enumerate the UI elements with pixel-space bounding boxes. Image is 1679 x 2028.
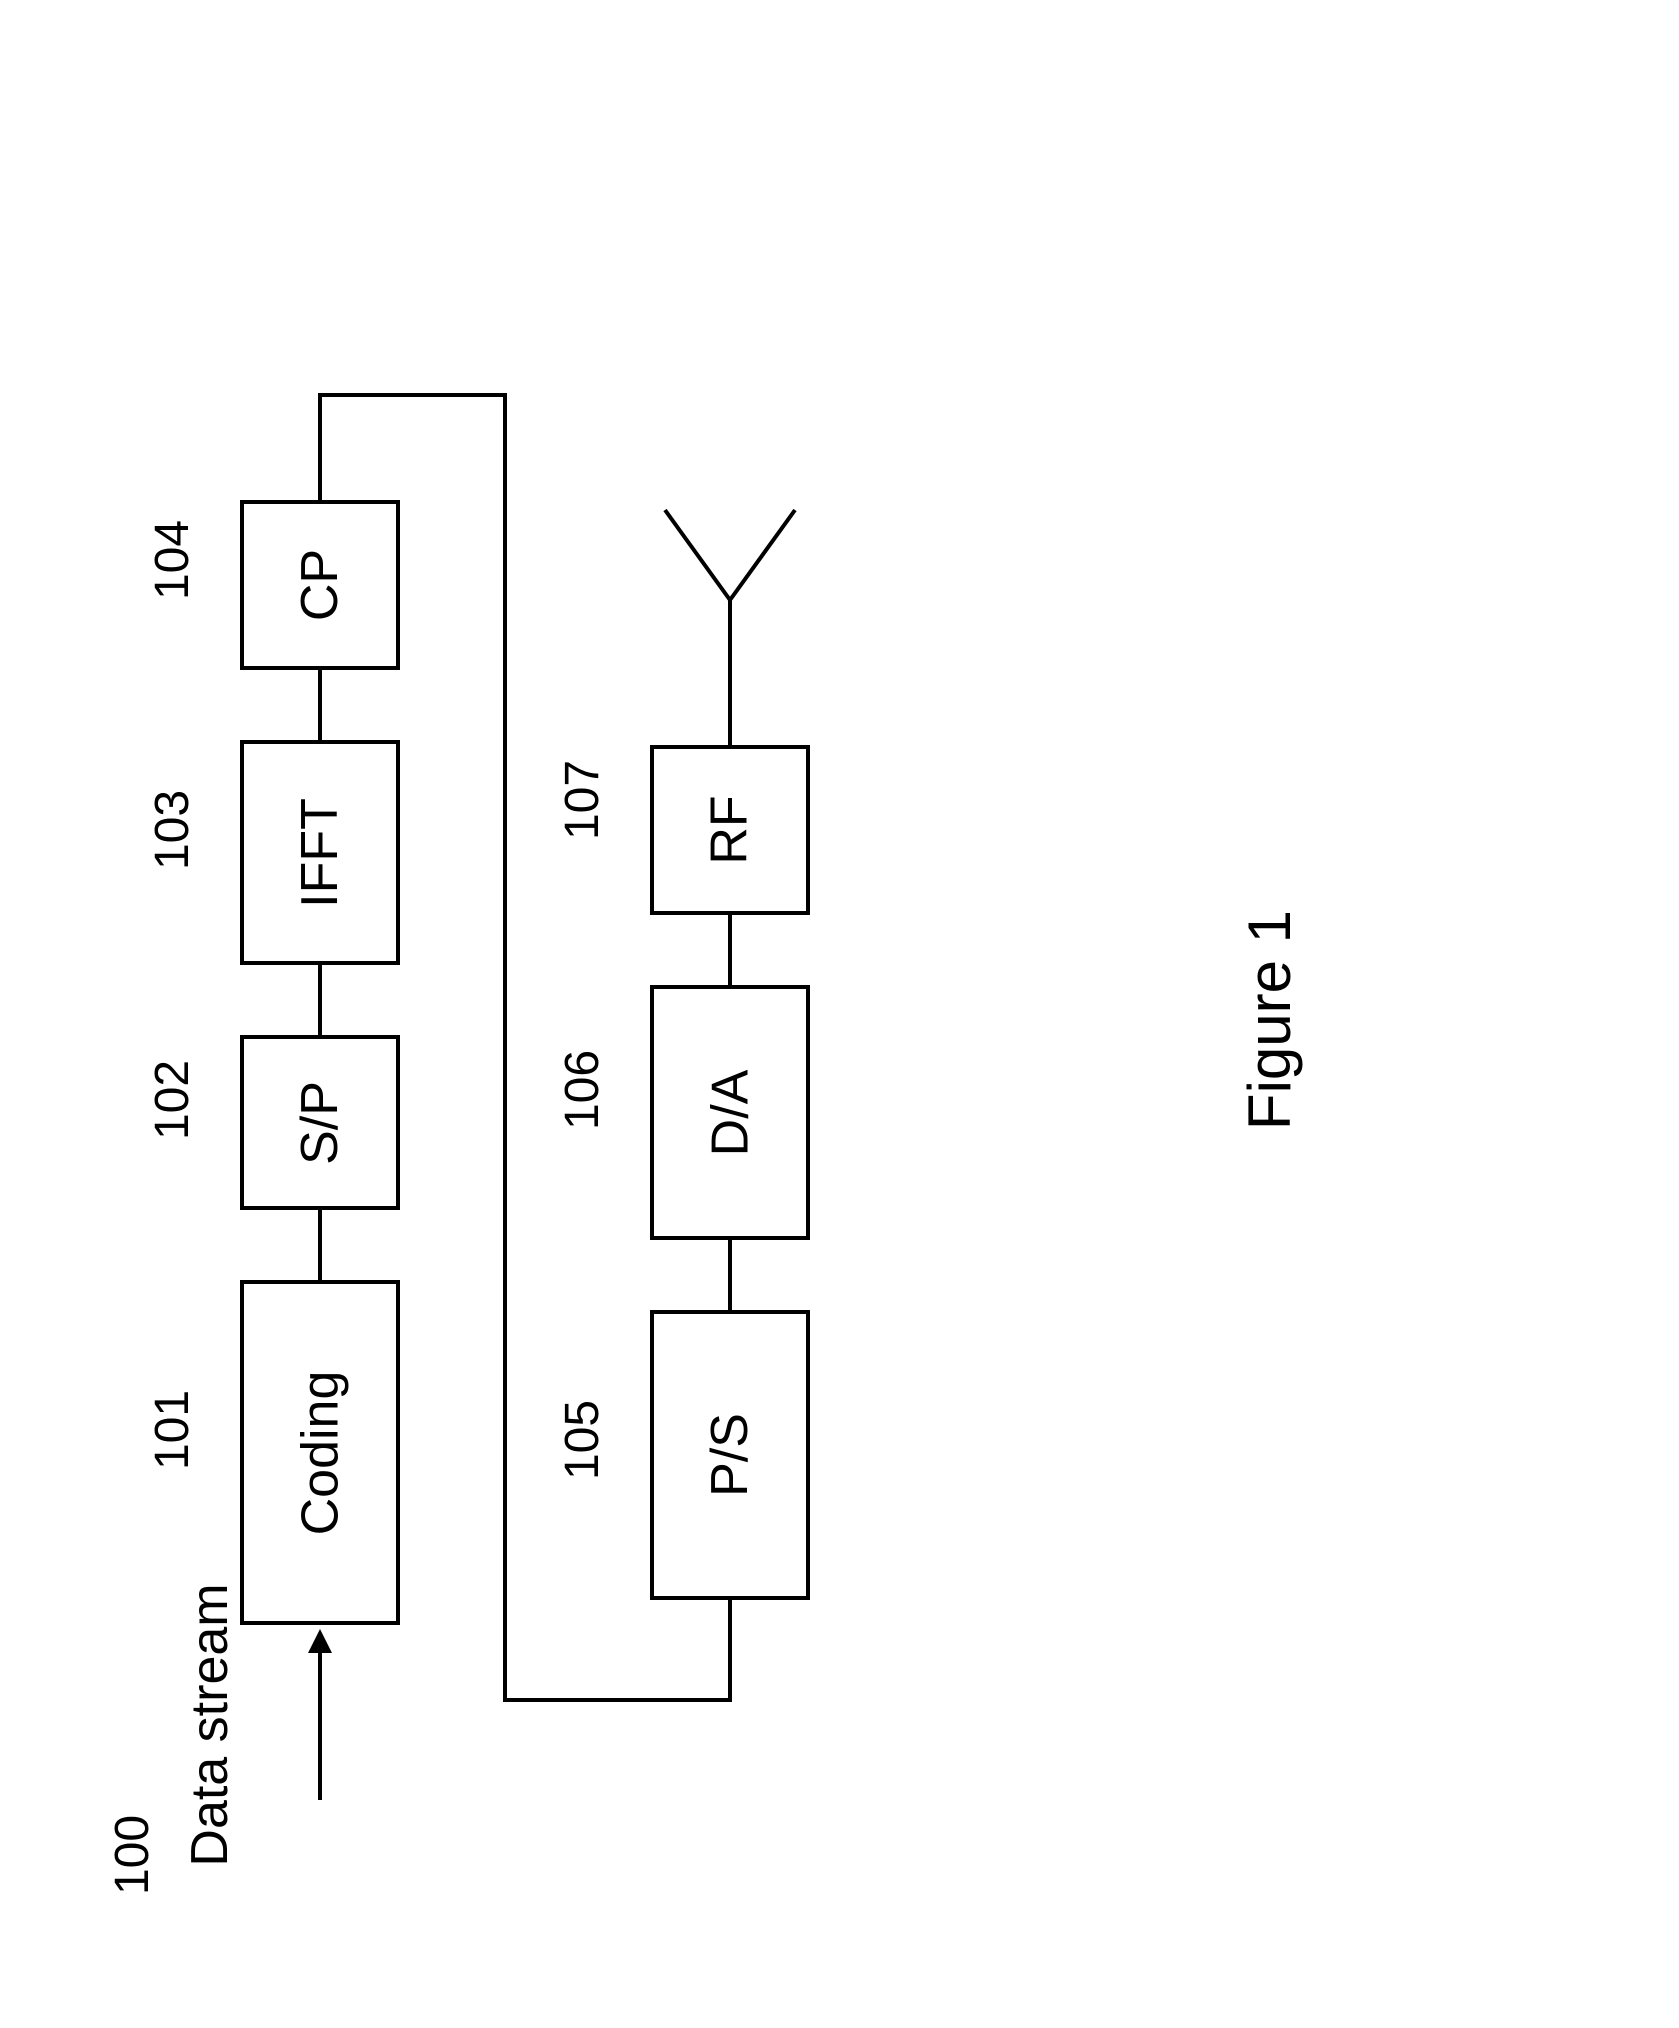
connectors-layer	[0, 0, 1679, 2028]
block-number-rf: 107	[555, 740, 605, 860]
block-diagram: 100 Data stream Coding 101 S/P 102 IFFT …	[0, 0, 1679, 2028]
block-da: D/A	[650, 985, 810, 1240]
block-number-coding: 101	[145, 1370, 195, 1490]
block-number-cp: 104	[145, 500, 195, 620]
block-label: RF	[700, 795, 760, 864]
block-coding: Coding	[240, 1280, 400, 1625]
block-label: CP	[290, 549, 350, 621]
block-rf: RF	[650, 745, 810, 915]
input-label: Data stream	[180, 1565, 240, 1885]
block-cp: CP	[240, 500, 400, 670]
antenna-icon	[665, 510, 795, 600]
diagram-id-label: 100	[105, 1795, 155, 1915]
block-ps: P/S	[650, 1310, 810, 1600]
block-number-ps: 105	[555, 1380, 605, 1500]
block-label: S/P	[290, 1081, 350, 1165]
block-number-da: 106	[555, 1030, 605, 1150]
block-number-ifft: 103	[145, 770, 195, 890]
block-label: P/S	[700, 1413, 760, 1497]
figure-caption: Figure 1	[1235, 880, 1305, 1160]
block-label: D/A	[700, 1069, 760, 1156]
block-sp: S/P	[240, 1035, 400, 1210]
block-label: Coding	[290, 1370, 350, 1535]
block-number-sp: 102	[145, 1040, 195, 1160]
block-ifft: IFFT	[240, 740, 400, 965]
block-label: IFFT	[290, 798, 350, 908]
